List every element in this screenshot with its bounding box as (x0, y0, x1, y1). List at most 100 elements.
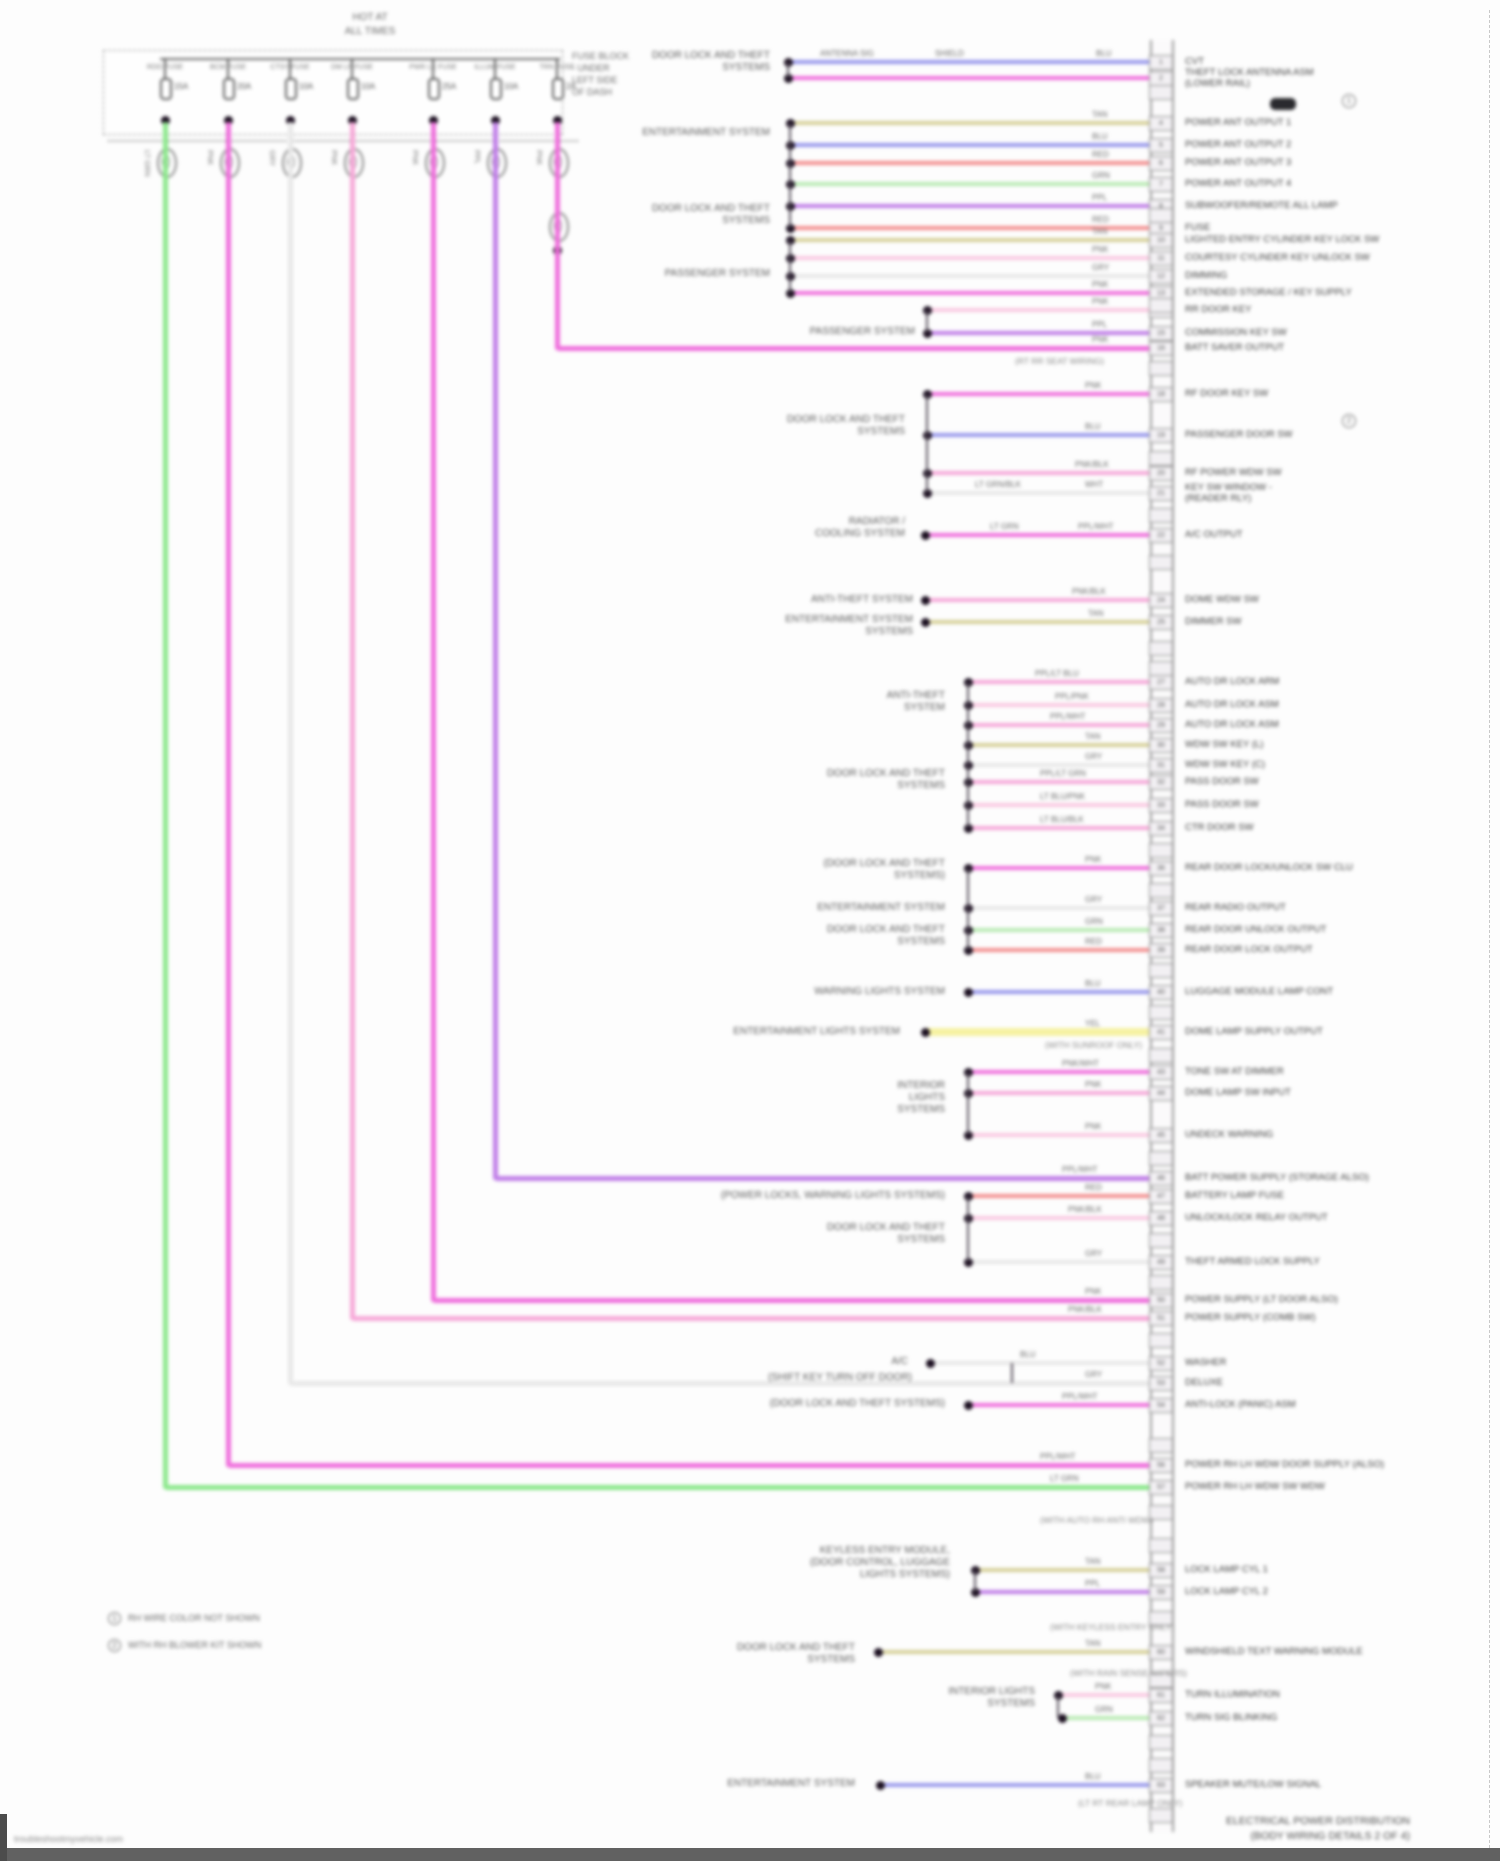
pin-description: ANTI-LOCK (PANIC) ASM (1185, 1399, 1296, 1410)
pin-description: (LOWER RAIL) (1185, 77, 1250, 89)
pin-description: UNLOCK/LOCK RELAY OUTPUT (1185, 1212, 1328, 1223)
wire-color-label: PNK (1085, 1287, 1102, 1296)
wire-color-label: PPL (1092, 193, 1108, 202)
rail-pin: 40 (1149, 985, 1173, 1000)
wire-color-label: PPL/LT BLU (1035, 669, 1079, 678)
wire-start-dot (876, 1781, 885, 1790)
pin-description: WDW SW KEY (C) (1185, 759, 1266, 770)
footnotes: 1 RH WIRE COLOR NOT SHOWN 2 WITH RH BLOWER … (108, 1608, 261, 1662)
wire-color-label: GRY (1085, 752, 1103, 761)
system-label-line: PASSENGER SYSTEM (664, 268, 770, 279)
page-right-edge (1489, 10, 1490, 1848)
wire-color-label: PNK (1095, 1682, 1112, 1691)
feed-wire-vertical (493, 122, 498, 1180)
wire-color-label: PNK (1092, 280, 1109, 289)
system-label: DOOR LOCK AND THEFT SYSTEMS (737, 1642, 855, 1666)
system-label: DOOR LOCK AND THEFT SYSTEMS (787, 414, 905, 438)
wire-row (352, 1315, 1150, 1321)
wire-color-label: PNK (1085, 1122, 1102, 1131)
wire-row (925, 533, 1150, 537)
system-label-line: ANTI-THEFT (886, 690, 945, 701)
rail-pin: 37 (1149, 901, 1173, 916)
wire-color-label: BLU (1085, 979, 1101, 988)
fuse-stub (556, 58, 558, 78)
wire-row (790, 161, 1150, 165)
wire-color-label: YEL (1085, 1019, 1101, 1028)
fuse-stub (351, 58, 353, 78)
pin-description: RF DOOR KEY SW (1185, 388, 1269, 399)
rail-pin: 44 (1149, 1086, 1173, 1101)
wire-start-dot (923, 489, 932, 498)
pin-description: EXTENDED STORAGE / KEY SUPPLY (1185, 287, 1352, 298)
system-label-line: SYSTEMS (897, 936, 945, 947)
pin-description: POWER ANT OUTPUT 4 (1185, 178, 1292, 189)
rail-pin-empty (1149, 1505, 1173, 1520)
wire-row (968, 826, 1150, 830)
rail-pin: 48 (1149, 1211, 1173, 1226)
rail-pin-empty (1149, 361, 1173, 376)
system-label: (DOOR LOCK AND THEFT SYSTEMS) (824, 858, 946, 882)
pin-description: THEFT LOCK ANTENNA ASM (1185, 66, 1314, 78)
system-label-line: ENTERTAINMENT SYSTEM (817, 902, 945, 913)
group-bracket (967, 682, 969, 828)
wire-color-code: GRY (268, 150, 277, 167)
pin-description: DIMMING (1185, 270, 1228, 281)
rail-pin: 4 (1149, 116, 1173, 131)
system-label-line: SYSTEMS (857, 426, 905, 437)
fuse-icon (160, 78, 172, 100)
title-block-line1: ELECTRICAL POWER DISTRIBUTION (1226, 1815, 1410, 1827)
wire-row (968, 743, 1150, 747)
pin-description: TONE SW AT DIMMER (1185, 1066, 1284, 1077)
wire-row (790, 182, 1150, 186)
feed-wire-vertical (431, 122, 436, 1302)
wire-row (927, 331, 1150, 335)
fuse-icon (490, 78, 502, 100)
wire-start-dot (784, 74, 793, 83)
system-label: ENTERTAINMENT SYSTEM (642, 127, 770, 139)
rail-pin: 5 (1149, 138, 1173, 153)
wire-row (968, 1216, 1150, 1220)
system-label-line: LIGHTS (908, 1092, 945, 1103)
pin-description: DOME LAMP SUPPLY OUTPUT (1185, 1026, 1323, 1037)
wire-row (975, 1590, 1150, 1594)
system-label: KEYLESS ENTRY MODULE, (DOOR CONTROL, LUGG… (810, 1545, 950, 1581)
wire-start-dot (964, 946, 973, 955)
option-note: (WITH AUTO RH ANTI WDW) (1040, 1515, 1154, 1525)
rail-pin: 25 (1149, 615, 1173, 630)
rail-pin: 33 (1149, 798, 1173, 813)
system-label-line: ENTERTAINMENT LIGHTS SYSTEM (733, 1026, 900, 1037)
rail-pin: 1 (1149, 55, 1173, 70)
system-label: ANTI-THEFT SYSTEM (887, 690, 945, 714)
wire-color-label: PNK (1085, 1080, 1102, 1089)
wire-row (433, 1297, 1150, 1303)
rail-pin: 60 (1149, 1645, 1173, 1660)
wire-row (790, 226, 1150, 230)
fuse-stub (227, 58, 229, 78)
system-label-line: DOOR LOCK AND THEFT (826, 768, 945, 779)
wire-color-label: SHIELD (935, 49, 964, 58)
fuse-block-location-line: LEFT SIDE (572, 75, 618, 85)
rail-pin: 49 (1149, 1255, 1173, 1270)
fuse-pin-dot (491, 116, 500, 125)
rail-pin-empty (1149, 1005, 1173, 1020)
pin-description: BATT POWER SUPPLY (STORAGE ALSO) (1185, 1172, 1369, 1183)
wire-row (927, 433, 1150, 437)
wire-color-label: TAN (1092, 110, 1108, 119)
wire-row (930, 1361, 1150, 1365)
rail-pin-empty (1149, 1048, 1173, 1063)
option-note: (RT RR SEAT WIRING) (1015, 356, 1105, 366)
wire-color-label: WHT (1085, 480, 1104, 489)
rail-pin-empty (1149, 451, 1173, 466)
rail-pin: 63 (1149, 1778, 1173, 1793)
wire-row (790, 238, 1150, 242)
pin-description: TURN SIG BLINKING (1185, 1712, 1278, 1723)
rail-pin: 24 (1149, 593, 1173, 608)
pin-description: AUTO DR LOCK ASM (1185, 699, 1279, 710)
fuse-pin-dot (224, 116, 233, 125)
fuse-block-location-label: FUSE BLOCK - UNDER LEFT SIDE OF DASH (572, 50, 629, 98)
wire-row (968, 780, 1150, 784)
system-label: ANTI-THEFT SYSTEM (811, 594, 913, 606)
wire-color-label: TAN (1085, 732, 1101, 741)
footnote-text: WITH RH BLOWER KIT SHOWN (128, 1640, 262, 1650)
wire-row (968, 763, 1150, 767)
